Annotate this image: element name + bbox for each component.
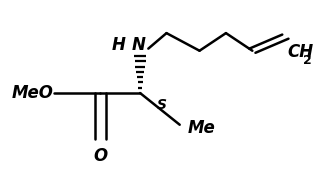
Text: CH: CH	[287, 43, 313, 61]
Text: 2: 2	[303, 54, 312, 67]
Text: S: S	[157, 98, 166, 112]
Text: N: N	[132, 36, 146, 54]
Text: O: O	[93, 147, 108, 165]
Text: H: H	[112, 36, 126, 54]
Text: MeO: MeO	[12, 84, 54, 102]
Text: Me: Me	[187, 119, 215, 137]
